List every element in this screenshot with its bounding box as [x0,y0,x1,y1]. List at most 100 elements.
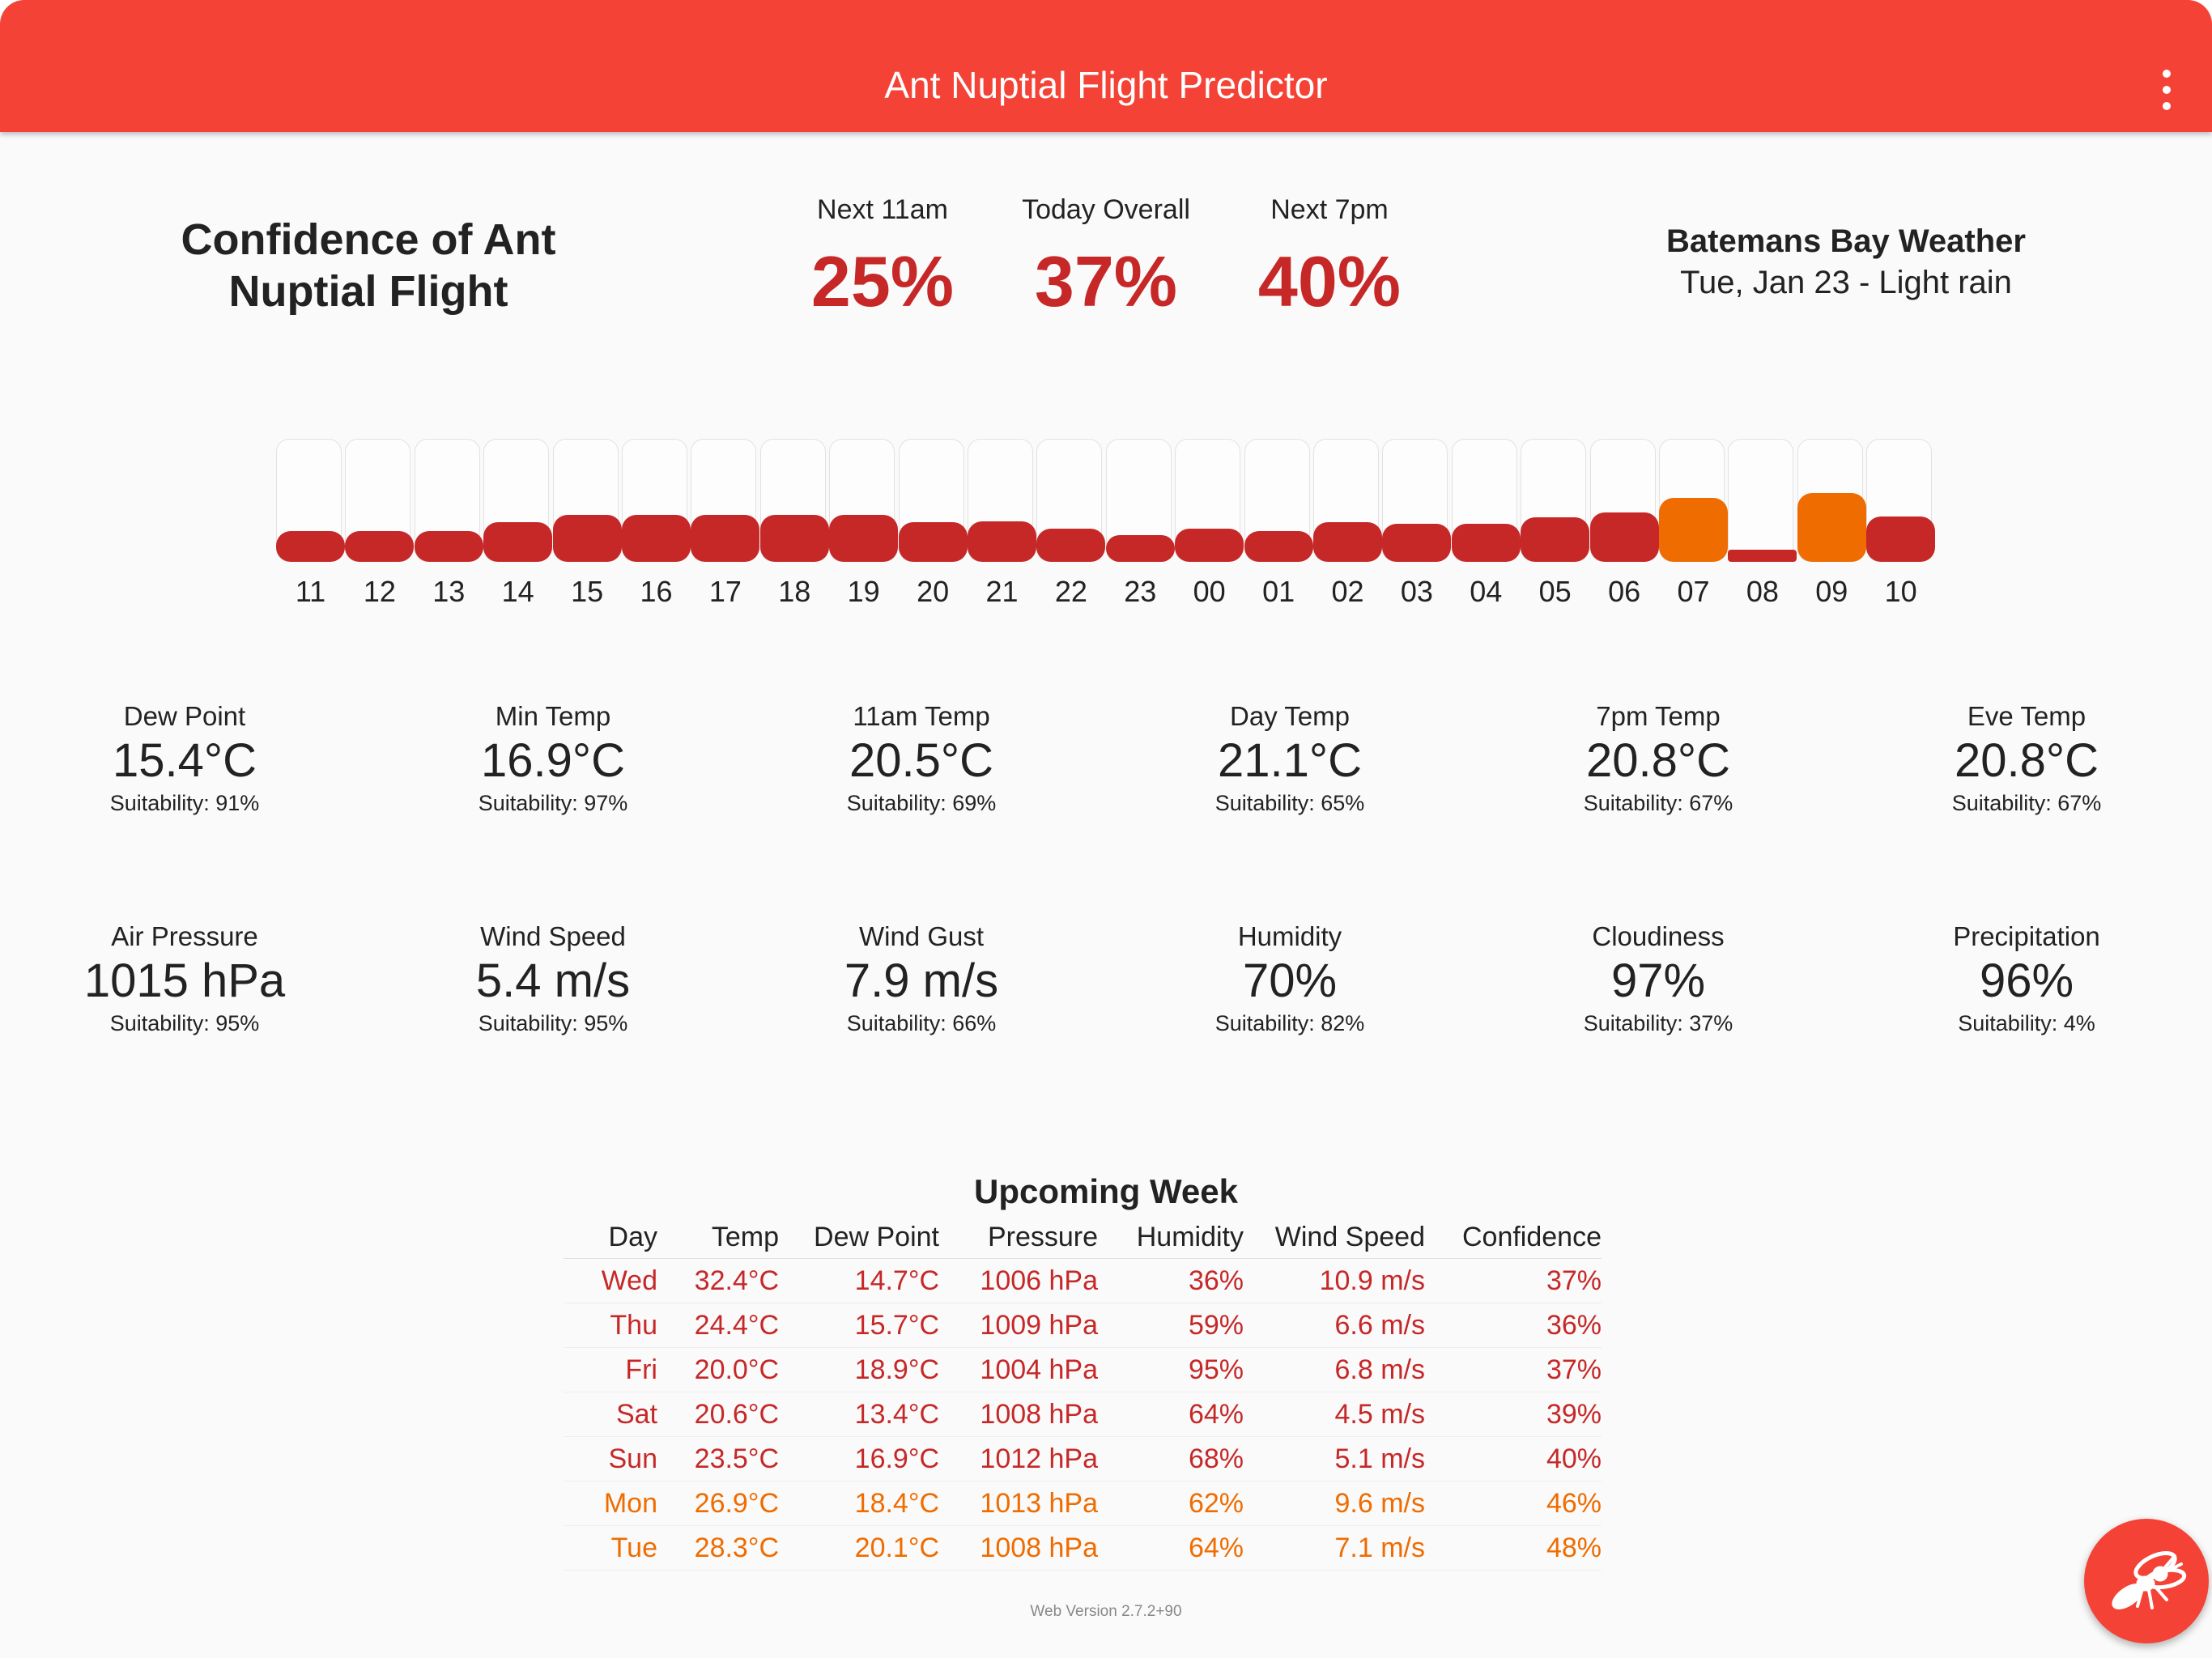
stat-value: 37% [1034,241,1178,321]
hour-bar-19[interactable]: 19 [829,439,899,617]
hour-bar-fill [1036,529,1106,562]
fab-button[interactable] [2084,1519,2209,1643]
table-cell: 1006 hPa [939,1258,1098,1303]
hour-bar-fill [1589,512,1659,562]
hour-bar-18[interactable]: 18 [759,439,829,617]
hour-bar-11[interactable]: 11 [276,439,345,617]
hour-bar-22[interactable]: 22 [1036,439,1106,617]
hour-bar-fill [552,515,622,562]
hour-label: 09 [1815,575,1848,608]
table-cell: 23.5°C [657,1436,779,1482]
metric-wind-speed: Wind Speed 5.4 m/s Suitability: 95% [391,921,715,1036]
hour-bar-13[interactable]: 13 [414,439,483,617]
metric-value: 20.8°C [1955,734,2099,787]
week-table: Day Temp Dew Point Pressure Humidity Win… [564,1216,1602,1571]
metric-value: 20.8°C [1586,734,1730,787]
hour-bar-fill [898,522,968,562]
hour-bar-fill [1659,498,1728,562]
hour-bar-fill [1175,529,1244,562]
more-vert-icon[interactable] [2146,66,2186,115]
hour-bar-fill [829,515,899,562]
hour-label: 01 [1262,575,1295,608]
hour-bar-03[interactable]: 03 [1382,439,1452,617]
table-cell: 1013 hPa [939,1481,1098,1526]
hour-bar-09[interactable]: 09 [1797,439,1866,617]
metric-label: Min Temp [495,701,611,731]
hour-label: 03 [1400,575,1433,608]
table-cell: 18.4°C [779,1481,939,1526]
metric-wind-gust: Wind Gust 7.9 m/s Suitability: 66% [759,921,1083,1036]
hour-bar-10[interactable]: 10 [1866,439,1936,617]
table-cell: 1008 hPa [939,1525,1098,1571]
hour-bar-01[interactable]: 01 [1244,439,1313,617]
confidence-title: Confidence of Ant Nuptial Flight [181,215,556,316]
hour-bar-12[interactable]: 12 [345,439,415,617]
metric-value: 16.9°C [481,734,625,787]
stat-label: Today Overall [1022,194,1190,225]
metric-min-temp: Min Temp 16.9°C Suitability: 97% [391,701,715,816]
metric-value: 96% [1979,954,2074,1007]
col-header-temp: Temp [657,1216,779,1259]
hour-label: 05 [1538,575,1572,608]
hour-bar-05[interactable]: 05 [1521,439,1590,617]
table-cell: 1009 hPa [939,1303,1098,1348]
weather-summary: Batemans Bay Weather Tue, Jan 23 - Light… [1619,223,2073,301]
hour-bar-06[interactable]: 06 [1589,439,1659,617]
hour-bar-fill [1313,522,1382,562]
metric-suitability: Suitability: 91% [109,791,260,815]
hour-bar-20[interactable]: 20 [898,439,968,617]
table-cell: 7.1 m/s [1244,1525,1425,1571]
hour-label: 12 [363,575,396,608]
table-cell: 36% [1098,1258,1244,1303]
table-cell: 64% [1098,1525,1244,1571]
table-row: Sun 23.5°C 16.9°C 1012 hPa 68% 5.1 m/s 40% [564,1436,1602,1482]
table-cell: 6.6 m/s [1244,1303,1425,1348]
stat-label: Next 11am [817,194,948,225]
stat-label: Next 7pm [1270,194,1389,225]
app-bar: Ant Nuptial Flight Predictor [0,0,2212,132]
table-row: Sat 20.6°C 13.4°C 1008 hPa 64% 4.5 m/s 39% [564,1392,1602,1437]
table-row: Thu 24.4°C 15.7°C 1009 hPa 59% 6.6 m/s 36% [564,1303,1602,1348]
metric-suitability: Suitability: 65% [1214,791,1365,815]
hour-bar-14[interactable]: 14 [483,439,553,617]
hour-bar-21[interactable]: 21 [968,439,1036,617]
hour-bar-08[interactable]: 08 [1728,439,1797,617]
hour-bar-23[interactable]: 23 [1105,439,1175,617]
hour-label: 04 [1470,575,1503,608]
table-cell: 6.8 m/s [1244,1347,1425,1392]
hour-bar-00[interactable]: 00 [1175,439,1244,617]
hour-bar-fill [968,521,1036,562]
hour-bar-fill [691,515,760,562]
stat-next-7pm: Next 7pm 40% [1208,194,1451,323]
metric-11am-temp: 11am Temp 20.5°C Suitability: 69% [759,701,1083,816]
hour-label: 06 [1608,575,1641,608]
hour-label: 18 [778,575,811,608]
stat-next-11am: Next 11am 25% [761,194,1004,323]
hour-bar-04[interactable]: 04 [1451,439,1521,617]
hour-label: 22 [1054,575,1087,608]
table-cell: 1008 hPa [939,1392,1098,1437]
table-cell: 48% [1425,1525,1602,1571]
hour-bar-fill [622,515,691,562]
table-cell: 39% [1425,1392,1602,1437]
table-cell: 46% [1425,1481,1602,1526]
hour-bar-17[interactable]: 17 [691,439,760,617]
table-cell: 1012 hPa [939,1436,1098,1482]
hour-label: 23 [1124,575,1157,608]
table-cell: 36% [1425,1303,1602,1348]
table-cell: 32.4°C [657,1258,779,1303]
hour-bar-15[interactable]: 15 [552,439,622,617]
metric-label: 7pm Temp [1596,701,1721,731]
table-cell: 20.1°C [779,1525,939,1571]
hour-bar-fill [1728,550,1797,562]
hour-label: 10 [1884,575,1917,608]
metric-label: Day Temp [1230,701,1350,731]
hour-bar-07[interactable]: 07 [1659,439,1728,617]
table-cell: 18.9°C [779,1347,939,1392]
hour-bar-16[interactable]: 16 [622,439,691,617]
table-cell: 24.4°C [657,1303,779,1348]
table-row: Wed 32.4°C 14.7°C 1006 hPa 36% 10.9 m/s 37% [564,1258,1602,1303]
table-cell: 13.4°C [779,1392,939,1437]
metric-suitability: Suitability: 67% [1583,791,1733,815]
hour-bar-02[interactable]: 02 [1313,439,1382,617]
